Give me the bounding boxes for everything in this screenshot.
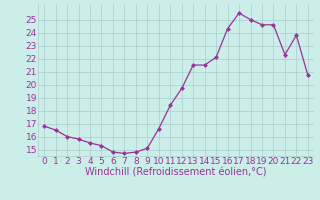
X-axis label: Windchill (Refroidissement éolien,°C): Windchill (Refroidissement éolien,°C)	[85, 168, 267, 178]
